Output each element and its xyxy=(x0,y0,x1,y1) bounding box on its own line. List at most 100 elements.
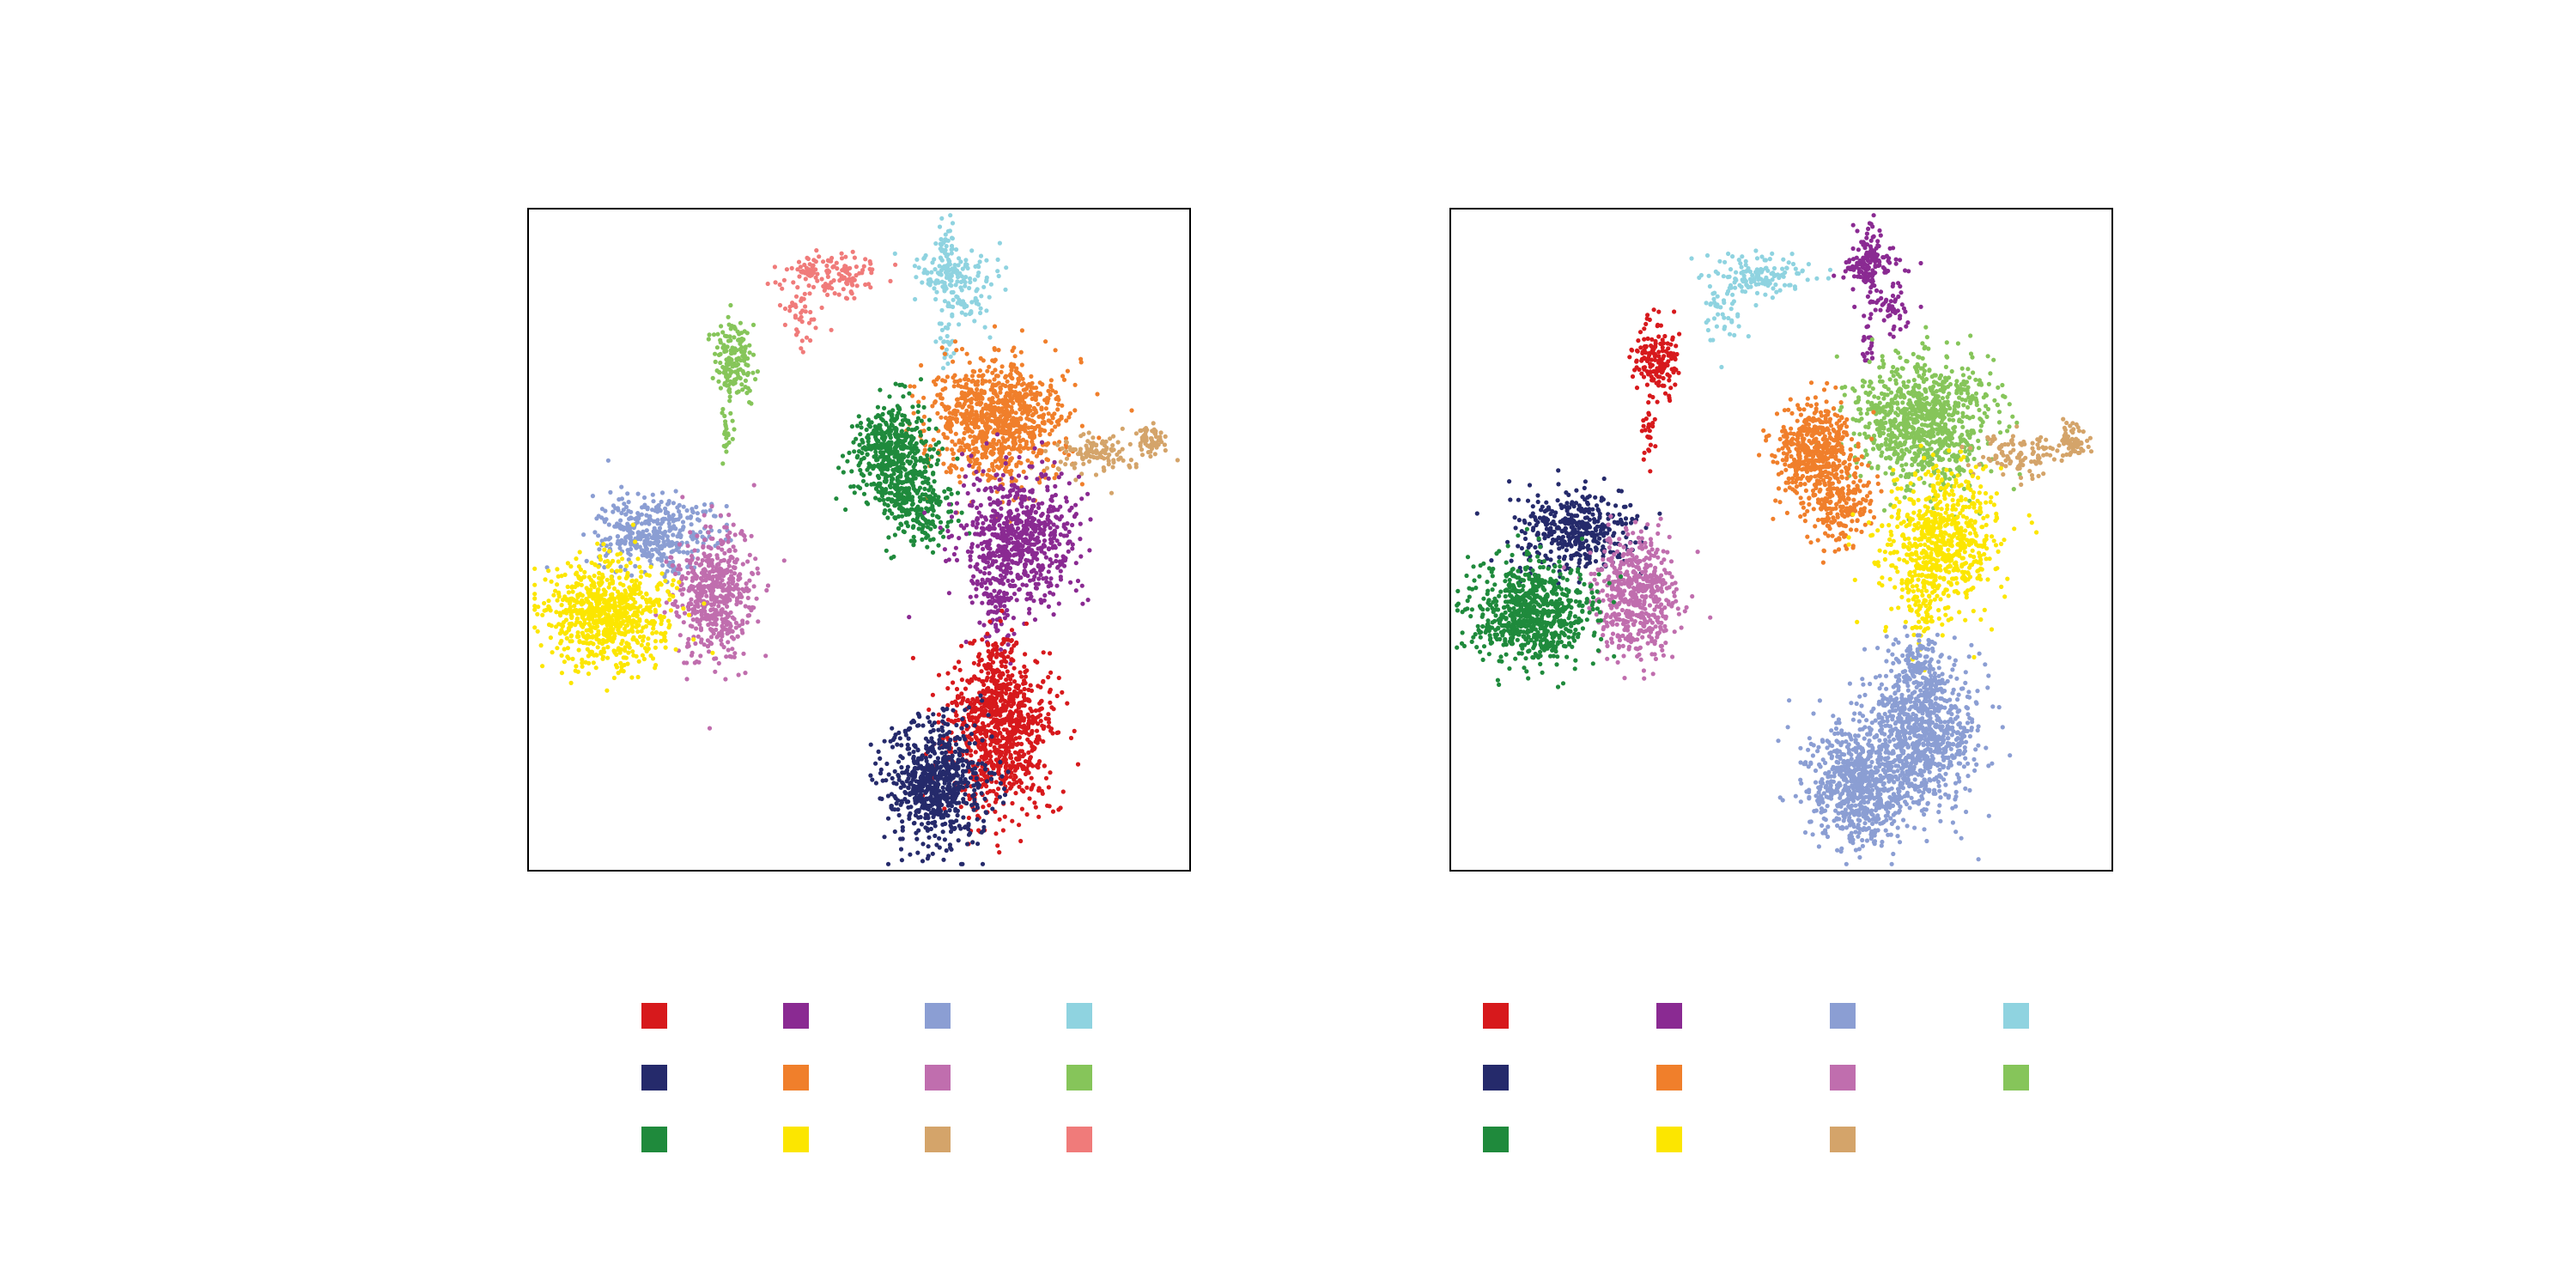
scatter-point xyxy=(671,578,676,583)
scatter-point xyxy=(970,519,975,525)
scatter-point xyxy=(860,451,865,456)
scatter-point xyxy=(1066,453,1072,458)
scatter-point xyxy=(736,672,741,677)
scatter-point xyxy=(830,264,835,270)
scatter-point xyxy=(927,507,933,512)
scatter-point xyxy=(1091,435,1096,440)
scatter-point xyxy=(986,477,991,483)
scatter-point xyxy=(1012,532,1017,538)
scatter-point xyxy=(995,628,1000,633)
scatter-point xyxy=(580,664,585,669)
scatter-point xyxy=(1000,526,1005,531)
scatter-point xyxy=(570,589,575,594)
scatter-point xyxy=(1039,471,1044,477)
scatter-point xyxy=(914,471,919,477)
scatter-point xyxy=(626,500,631,505)
scatter-point xyxy=(614,665,620,670)
scatter-point xyxy=(614,652,619,658)
scatter-point xyxy=(635,491,641,496)
scatter-point xyxy=(922,510,927,515)
scatter-point xyxy=(724,503,729,509)
scatter-point xyxy=(936,543,941,548)
scatter-point xyxy=(597,547,602,552)
scatter-point xyxy=(605,577,610,582)
scatter-point xyxy=(644,546,650,552)
scatter-point xyxy=(1012,540,1018,545)
scatter-point xyxy=(992,413,997,418)
scatter-point xyxy=(753,556,758,562)
scatter-point xyxy=(620,556,625,562)
scatter-point xyxy=(944,244,949,249)
scatter-point xyxy=(673,647,678,652)
scatter-point xyxy=(992,508,998,514)
scatter-point xyxy=(723,677,728,682)
scatter-point xyxy=(939,307,945,313)
scatter-point xyxy=(811,284,817,289)
scatter-point xyxy=(967,447,972,453)
scatter-point xyxy=(781,277,787,283)
scatter-point xyxy=(1063,439,1069,444)
scatter-point xyxy=(1051,463,1056,469)
scatter-point xyxy=(588,640,593,646)
scatter-point xyxy=(999,577,1005,582)
scatter-point xyxy=(943,232,948,237)
scatter-point xyxy=(689,597,694,602)
scatter-point xyxy=(1013,561,1018,566)
scatter-point xyxy=(1055,442,1060,447)
scatter-point xyxy=(815,271,820,276)
scatter-point xyxy=(623,512,629,517)
scatter-point xyxy=(1156,438,1161,443)
scatter-point xyxy=(1020,376,1025,381)
scatter-point xyxy=(742,358,747,363)
scatter-point xyxy=(625,521,630,526)
scatter-point xyxy=(1064,499,1069,504)
scatter-point xyxy=(970,420,975,425)
scatter-point xyxy=(991,610,997,615)
scatter-point xyxy=(744,581,749,586)
scatter-point xyxy=(804,335,810,340)
scatter-point xyxy=(1049,539,1054,544)
scatter-point xyxy=(960,266,965,271)
scatter-point xyxy=(579,600,584,605)
scatter-point xyxy=(722,368,728,373)
scatter-point xyxy=(1056,475,1061,480)
scatter-point xyxy=(982,325,987,330)
scatter-point xyxy=(852,255,858,260)
scatter-point xyxy=(866,501,871,507)
scatter-point xyxy=(1027,434,1033,440)
scatter-point xyxy=(893,381,898,386)
scatter-point xyxy=(893,501,898,507)
scatter-point xyxy=(1054,471,1059,477)
scatter-point xyxy=(997,240,1002,246)
scatter-point xyxy=(593,635,599,640)
scatter-point xyxy=(969,309,974,314)
scatter-point xyxy=(996,439,1001,444)
scatter-point xyxy=(1028,596,1033,601)
scatter-point xyxy=(952,442,957,447)
scatter-point xyxy=(958,259,963,264)
scatter-point xyxy=(963,474,969,479)
scatter-point xyxy=(1009,476,1014,481)
scatter-point xyxy=(1093,449,1099,454)
scatter-point xyxy=(906,418,911,423)
scatter-point xyxy=(834,260,839,265)
scatter-point xyxy=(954,397,960,402)
scatter-point xyxy=(562,594,568,599)
scatter-point xyxy=(1103,451,1108,456)
scatter-point xyxy=(1053,424,1058,429)
scatter-point xyxy=(556,594,562,599)
scatter-point xyxy=(1032,617,1038,623)
scatter-point xyxy=(927,417,932,422)
scatter-point xyxy=(799,346,804,351)
scatter-point xyxy=(902,443,908,449)
scatter-point xyxy=(1059,513,1064,519)
scatter-point xyxy=(1037,380,1042,386)
scatter-point xyxy=(638,574,644,580)
scatter-point xyxy=(1023,425,1028,430)
scatter-point xyxy=(982,451,987,456)
scatter-point xyxy=(1037,392,1043,398)
scatter-point xyxy=(1046,388,1051,393)
scatter-point xyxy=(1078,449,1083,454)
scatter-point xyxy=(662,635,667,640)
scatter-point xyxy=(1019,382,1024,387)
